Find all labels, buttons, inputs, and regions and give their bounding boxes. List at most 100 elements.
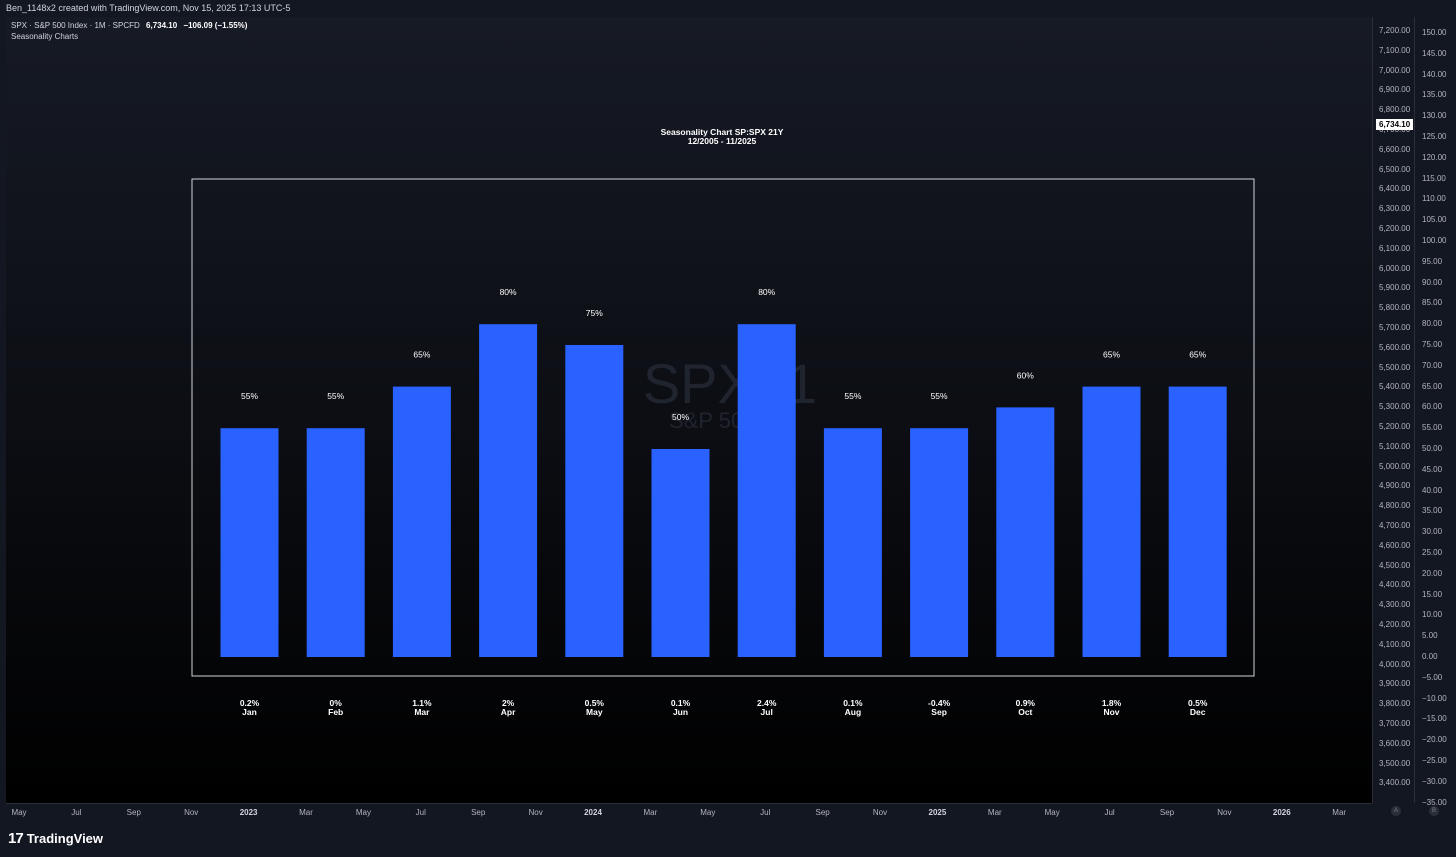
month-label: Jun: [673, 707, 688, 717]
time-axis-label: Mar: [987, 808, 1002, 817]
indicator-axis-label: 145.00: [1422, 48, 1447, 58]
indicator-axis-label: −5.00: [1422, 672, 1443, 682]
bar-value-label: 65%: [413, 350, 430, 360]
bar-value-label: 80%: [758, 287, 775, 297]
log-scale-button[interactable]: B: [1429, 806, 1439, 816]
month-label: Aug: [845, 707, 862, 717]
avg-return-label: 0.5%: [1188, 698, 1208, 708]
month-label: Sep: [931, 707, 947, 717]
time-axis-label: May: [355, 808, 371, 817]
time-axis-label: 2024: [584, 808, 602, 817]
avg-return-label: 0.5%: [585, 698, 605, 708]
bar-sep: [910, 428, 969, 657]
bar-value-label: 75%: [586, 308, 603, 318]
bar-value-label: 50%: [672, 412, 689, 422]
time-axis-label: 2025: [928, 808, 947, 817]
chart-subtitle: 12/2005 - 11/2025: [688, 136, 757, 146]
avg-return-label: 1.1%: [412, 698, 432, 708]
price-axis-label: 4,400.00: [1379, 580, 1411, 590]
time-axis-label: Jul: [1104, 808, 1115, 817]
time-axis-label: Jul: [760, 808, 771, 817]
time-axis-label: Nov: [872, 808, 888, 817]
price-axis-label: 6,300.00: [1379, 204, 1411, 214]
time-axis[interactable]: May Jul Sep Nov 2023 Mar May Jul Sep Nov 2024 Mar Ma…: [6, 803, 1372, 821]
price-axis-label: 7,200.00: [1379, 26, 1411, 35]
price-axis-label: 5,800.00: [1379, 303, 1411, 313]
indicator-axis-label: 35.00: [1422, 506, 1443, 516]
time-axis-label: 2026: [1272, 808, 1291, 817]
indicator-axis-label: 10.00: [1422, 610, 1443, 620]
price-axis-label: 7,100.00: [1379, 45, 1411, 55]
tradingview-logo[interactable]: 17 TradingView: [8, 830, 103, 847]
indicator-axis-label: −35.00: [1422, 797, 1447, 807]
price-axis-label: 6,800.00: [1379, 105, 1411, 115]
indicator-axis-label: 25.00: [1422, 548, 1443, 557]
bars-group: 55% 0.2%Jan 55% 0%Feb 65% 1.1%Mar 80% 2%Apr 75% 0…: [220, 287, 1227, 717]
bar-value-label: 60%: [1017, 370, 1034, 380]
avg-return-label: 1.8%: [1102, 698, 1122, 708]
tradingview-logo-text: TradingView: [26, 831, 104, 846]
bar-value-label: 65%: [1103, 350, 1120, 360]
price-axis-label: 4,600.00: [1379, 540, 1411, 550]
auto-scale-button[interactable]: A: [1391, 806, 1401, 816]
time-axis-label: 2023: [239, 808, 258, 817]
indicator-axis-label: 90.00: [1422, 277, 1443, 287]
bar-jan: [220, 428, 279, 657]
month-label: Nov: [1103, 707, 1119, 717]
indicator-axis-label: −20.00: [1422, 735, 1447, 745]
bar-dec: [1168, 386, 1227, 657]
bar-value-label: 65%: [1189, 350, 1206, 360]
price-axis-label: 4,200.00: [1379, 620, 1411, 629]
bar-aug: [823, 428, 882, 657]
price-axis-label: 6,500.00: [1379, 164, 1411, 174]
price-axis-label: 3,700.00: [1379, 719, 1411, 728]
price-axis-label: 5,900.00: [1379, 283, 1411, 293]
avg-return-label: 0.9%: [1016, 698, 1036, 708]
price-change: −106.09 (−1.55%): [183, 21, 248, 30]
price-axis-label: 6,000.00: [1379, 263, 1411, 273]
indicator-axis-label: 65.00: [1422, 381, 1443, 391]
month-label: Mar: [414, 707, 430, 717]
indicator-axis-label: 40.00: [1422, 485, 1443, 495]
indicator-axis-label: 0.00: [1422, 652, 1438, 661]
price-axis-label: 3,500.00: [1379, 758, 1411, 768]
price-axis-label: 5,300.00: [1379, 402, 1411, 412]
time-axis-label: May: [1044, 808, 1060, 817]
bar-feb: [306, 428, 365, 657]
avg-return-label: 0%: [330, 698, 343, 708]
price-axis-label: 5,500.00: [1379, 362, 1411, 372]
indicator-axis-label: 105.00: [1422, 215, 1447, 225]
month-label: Oct: [1018, 707, 1032, 717]
avg-return-label: 2%: [502, 698, 515, 708]
indicator-axis-label: 70.00: [1422, 360, 1443, 370]
chart-title: Seasonality Chart SP:SPX 21Y: [661, 127, 784, 137]
footer: [0, 820, 1456, 857]
chart-area[interactable]: [6, 17, 1372, 803]
month-label: Dec: [1190, 707, 1206, 717]
price-axis-label: 5,100.00: [1379, 441, 1411, 451]
indicator-axis-label: 15.00: [1422, 589, 1443, 599]
time-axis-label: Sep: [1159, 808, 1175, 817]
bar-jun: [651, 449, 710, 657]
indicator-legend[interactable]: Seasonality Charts: [11, 32, 79, 41]
bar-value-label: 80%: [500, 287, 517, 297]
time-axis-label: Mar: [299, 808, 313, 817]
bar-mar: [392, 386, 451, 657]
bar-may: [565, 345, 624, 657]
price-axis-label: 6,200.00: [1379, 224, 1411, 233]
indicator-axis-label: 85.00: [1422, 298, 1443, 308]
chart-frame: [191, 178, 1255, 677]
indicator-axis[interactable]: 150.00 145.00 140.00 135.00 130.00 125.00 120.…: [1414, 17, 1456, 807]
price-axis[interactable]: 7,200.00 7,100.00 7,000.00 6,900.00 6,800.00…: [1372, 17, 1415, 803]
bar-oct: [996, 407, 1055, 657]
symbol-line[interactable]: SPX · S&P 500 Index · 1M · SPCFD: [11, 21, 140, 30]
price-axis-label: 5,600.00: [1379, 342, 1411, 352]
symbol-legend[interactable]: SPX · S&P 500 Index · 1M · SPCFD 6,734.1…: [11, 21, 247, 30]
time-axis-label: Sep: [815, 808, 830, 817]
price-axis-label: 4,100.00: [1379, 639, 1411, 649]
time-axis-label: Sep: [471, 808, 486, 817]
avg-return-label: 0.2%: [240, 698, 260, 708]
time-axis-label: Sep: [126, 808, 141, 817]
bar-jul: [737, 324, 796, 657]
